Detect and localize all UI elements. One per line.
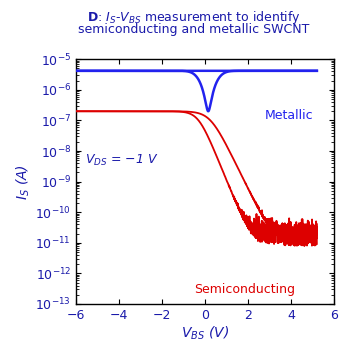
Text: $\mathbf{D}$: $I_S$-$V_{BS}$ measurement to identify: $\mathbf{D}$: $I_S$-$V_{BS}$ measurement… [87,9,301,26]
Y-axis label: $I_S$ (A): $I_S$ (A) [15,164,32,200]
Text: Metallic: Metallic [265,109,314,122]
Text: $V_{DS}$ = −1 V: $V_{DS}$ = −1 V [85,153,158,168]
Text: Semiconducting: Semiconducting [194,283,295,296]
Text: semiconducting and metallic SWCNT: semiconducting and metallic SWCNT [78,23,310,36]
X-axis label: $V_{BS}$ (V): $V_{BS}$ (V) [181,325,229,342]
